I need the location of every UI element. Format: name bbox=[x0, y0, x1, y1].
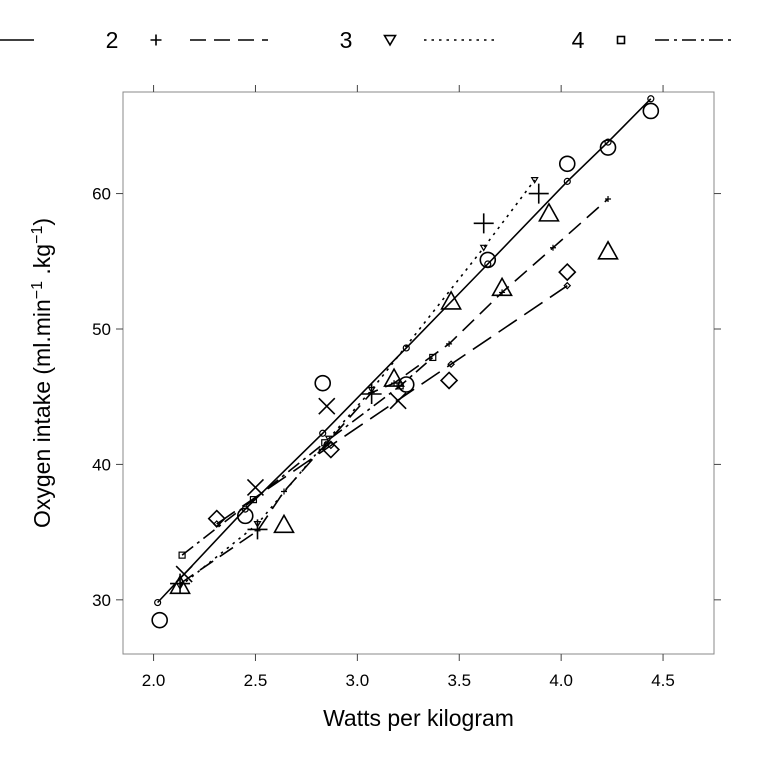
line-point-circle bbox=[154, 598, 162, 607]
y-tick-label: 40 bbox=[92, 455, 111, 474]
y-axis-label-exponent-2: −1 bbox=[29, 226, 46, 244]
observations bbox=[151, 102, 660, 629]
y-axis-label: Oxygen intake (ml.min−1 .kg−1) bbox=[29, 218, 56, 528]
observation-triangle bbox=[538, 202, 560, 222]
observation-circle bbox=[558, 155, 576, 173]
observation-circle bbox=[479, 251, 497, 269]
line-markers bbox=[154, 95, 655, 607]
line-point-plus bbox=[605, 195, 612, 202]
line-point-circle bbox=[563, 177, 571, 185]
line-point-square bbox=[178, 551, 186, 559]
line-point-plus bbox=[550, 244, 557, 251]
line-point-triangle-down bbox=[530, 177, 539, 184]
y-tick-label: 50 bbox=[92, 320, 111, 339]
observation-cross bbox=[175, 565, 193, 583]
y-axis-label-main: Oxygen intake (ml.min bbox=[29, 299, 55, 528]
fitted-line-dashed bbox=[179, 198, 609, 585]
observation-cross bbox=[318, 397, 336, 415]
observation-triangle bbox=[273, 513, 295, 534]
observation-plus bbox=[528, 183, 549, 204]
line-point-diamond bbox=[563, 281, 572, 290]
observation-triangle bbox=[597, 240, 619, 260]
y-tick-label: 30 bbox=[92, 591, 111, 610]
x-tick-label: 3.0 bbox=[346, 671, 370, 690]
legend-marker-square bbox=[616, 35, 626, 45]
plot-frame bbox=[122, 91, 715, 655]
x-tick-label: 4.0 bbox=[549, 671, 573, 690]
observation-diamond bbox=[321, 440, 341, 459]
observation-diamond bbox=[439, 371, 459, 390]
line-point-plus bbox=[446, 340, 453, 347]
y-axis-label-mid: .kg bbox=[29, 244, 55, 281]
line-point-square bbox=[429, 353, 437, 362]
fitted-line-dotted bbox=[179, 179, 536, 587]
observation-circle bbox=[599, 139, 617, 156]
line-point-square bbox=[249, 496, 258, 504]
y-axis-label-exponent-1: −1 bbox=[29, 281, 46, 299]
line-point-square bbox=[321, 439, 329, 447]
y-axis-label-close: ) bbox=[29, 218, 55, 226]
y-tick-label: 60 bbox=[92, 185, 111, 204]
observation-cross bbox=[389, 392, 407, 410]
observation-cross bbox=[246, 478, 265, 496]
legend-marker-triangle-down bbox=[383, 34, 397, 47]
line-point-plus bbox=[499, 289, 506, 296]
legend-label: 4 bbox=[572, 27, 585, 53]
observation-plus bbox=[361, 383, 382, 404]
line-point-plus bbox=[280, 488, 287, 495]
legend-marker-plus bbox=[150, 34, 162, 46]
line-point-diamond bbox=[447, 360, 455, 369]
observation-circle bbox=[236, 507, 254, 525]
fitted-line-long-dash bbox=[216, 285, 568, 525]
line-point-plus bbox=[391, 380, 398, 387]
legend: 2 3 4 bbox=[0, 27, 733, 53]
observation-circle bbox=[397, 376, 415, 393]
x-tick-label: 4.5 bbox=[651, 671, 675, 690]
axes: 2.0 2.5 3.0 3.5 4.0 4.5 30 40 50 60 bbox=[92, 85, 721, 690]
observation-diamond bbox=[207, 509, 226, 528]
line-point-circle bbox=[647, 95, 655, 103]
fitted-line-dash-dot bbox=[181, 356, 434, 556]
observation-plus bbox=[170, 573, 191, 594]
observation-plus bbox=[473, 213, 494, 234]
legend-label: 2 bbox=[106, 27, 119, 53]
line-point-circle bbox=[402, 344, 410, 352]
legend-label: 3 bbox=[340, 27, 353, 53]
observation-triangle bbox=[440, 290, 462, 310]
observation-circle bbox=[151, 611, 168, 629]
line-point-triangle-down bbox=[324, 435, 333, 443]
observation-circle bbox=[642, 102, 660, 120]
line-point-circle bbox=[604, 138, 612, 146]
x-tick-label: 2.0 bbox=[142, 671, 166, 690]
observation-triangle bbox=[491, 276, 513, 297]
line-point-triangle-down bbox=[479, 244, 488, 252]
observation-plus bbox=[247, 519, 268, 540]
line-point-circle bbox=[319, 429, 327, 437]
observation-diamond bbox=[558, 262, 577, 282]
observation-circle bbox=[314, 374, 332, 392]
x-tick-label: 2.5 bbox=[244, 671, 268, 690]
x-tick-label: 3.5 bbox=[447, 671, 471, 690]
observation-triangle bbox=[383, 367, 405, 387]
x-axis-label: Watts per kilogram bbox=[323, 705, 514, 731]
